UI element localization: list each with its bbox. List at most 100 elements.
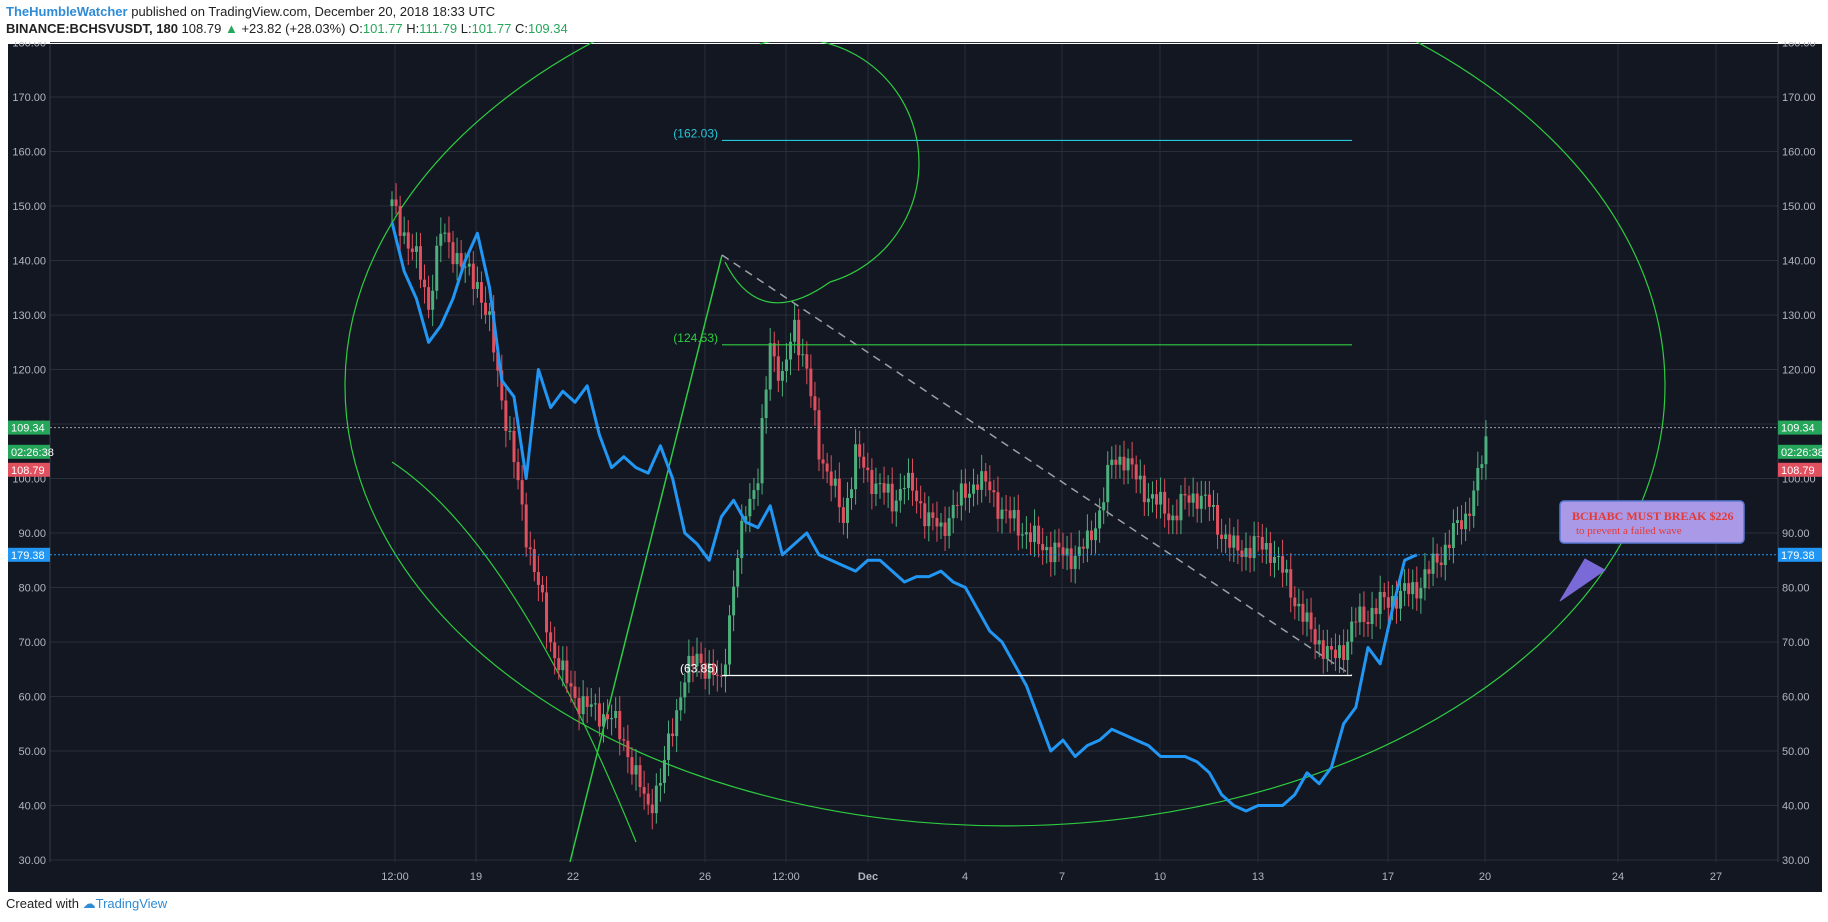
- candle-body: [1142, 475, 1146, 503]
- candle-body: [1130, 458, 1134, 465]
- candle-body: [601, 714, 605, 727]
- x-tick-label: Dec: [858, 871, 878, 883]
- candle-body: [447, 232, 451, 243]
- created-with-label: Created with: [6, 896, 79, 911]
- candle-body: [1252, 536, 1256, 559]
- candle-body: [1024, 532, 1028, 535]
- candle-body: [805, 354, 809, 369]
- candle-body: [723, 664, 727, 677]
- candle-body: [862, 456, 866, 468]
- candle-body: [1073, 555, 1077, 569]
- candle-body: [610, 718, 614, 720]
- y-tick-label-right: 180.00: [1782, 42, 1816, 50]
- x-tick-label: 13: [1252, 871, 1264, 883]
- candle-body: [695, 653, 699, 667]
- y-tick-label-right: 40.00: [1782, 801, 1810, 813]
- candle-body: [1333, 649, 1337, 659]
- candle-body: [1435, 553, 1439, 563]
- candle-body: [1272, 556, 1276, 563]
- annotation-line1: BCHABC MUST BREAK $226: [1572, 509, 1733, 523]
- candle-body: [646, 793, 650, 805]
- y-tick-label-left: 120.00: [12, 365, 46, 377]
- candle-body: [1374, 607, 1378, 615]
- candle-body: [431, 290, 435, 310]
- candle-body: [1146, 498, 1150, 503]
- candle-body: [1085, 530, 1089, 549]
- candle-body: [390, 199, 394, 206]
- symbol-label: BINANCE:BCHSVUSDT, 180: [6, 21, 178, 36]
- candle-body: [703, 663, 707, 679]
- price-badge-right-text: 02:26:38: [1781, 447, 1824, 459]
- candle-body: [776, 356, 780, 381]
- candle-body: [520, 480, 524, 505]
- y-tick-label-left: 80.00: [18, 583, 46, 595]
- candle-body: [1004, 509, 1008, 511]
- price-badge-left: [8, 420, 50, 435]
- close-label: C:: [514, 21, 528, 36]
- candle-body: [1069, 548, 1073, 569]
- candle-body: [1008, 510, 1012, 519]
- candle-body: [760, 417, 764, 484]
- fib-level-label: (63.85): [680, 662, 718, 676]
- candle-body: [992, 490, 996, 493]
- candle-body: [1268, 542, 1272, 563]
- overlay-line[interactable]: [390, 222, 1418, 813]
- price-badge-right: [1778, 420, 1822, 435]
- candle-body: [1159, 491, 1163, 505]
- time-axis[interactable]: [8, 862, 1822, 892]
- price-badge-left-text: 108.79: [11, 465, 45, 477]
- candle-body: [1407, 583, 1411, 595]
- price-badge-right-text: 179.38: [1781, 550, 1815, 562]
- candle-body: [1378, 591, 1382, 615]
- candle-body: [1447, 544, 1451, 549]
- candle-body: [1289, 569, 1293, 598]
- candle-body: [614, 711, 618, 719]
- candle-body: [467, 263, 471, 267]
- candle-body: [752, 490, 756, 499]
- candle-body: [715, 674, 719, 676]
- candle-body: [1114, 459, 1118, 465]
- candle-body: [1000, 509, 1004, 519]
- candle-body: [1134, 464, 1138, 480]
- price-badge-left: [8, 462, 50, 477]
- candle-body: [878, 483, 882, 485]
- candle-body: [1012, 509, 1016, 519]
- candle-body: [642, 787, 646, 794]
- price-chart[interactable]: 30.0040.0050.0060.0070.0080.0090.00100.0…: [0, 42, 1828, 922]
- candle-body: [931, 512, 935, 518]
- candle-body: [764, 389, 768, 418]
- candle-body: [756, 483, 760, 491]
- candle-body: [980, 471, 984, 490]
- candle-body: [492, 311, 496, 353]
- candle-body: [1077, 546, 1081, 556]
- candle-body: [1455, 520, 1459, 524]
- candle-body: [1041, 544, 1045, 551]
- x-tick-label: 4: [962, 871, 968, 883]
- y-tick-label-left: 40.00: [18, 801, 46, 813]
- open-value: 101.77: [362, 21, 403, 36]
- price-badge-right: [1778, 444, 1822, 459]
- candle-body: [1195, 493, 1199, 509]
- plot-area[interactable]: [50, 44, 1778, 862]
- tradingview-brand[interactable]: TradingView: [95, 896, 168, 911]
- candle-body: [748, 498, 752, 517]
- candle-body: [1102, 502, 1106, 511]
- candle-body: [858, 444, 862, 457]
- fib-arc-large: [344, 42, 1666, 827]
- candle-body: [1317, 640, 1321, 645]
- candle-body: [1199, 495, 1203, 509]
- candle-body: [732, 586, 736, 616]
- price-badge-left: [8, 547, 50, 562]
- candle-body: [1167, 513, 1171, 521]
- candle-body: [850, 489, 854, 499]
- candle-body: [1037, 525, 1041, 545]
- candle-body: [650, 804, 654, 814]
- candle-body: [471, 263, 475, 289]
- tradingview-logo-icon[interactable]: ☁: [82, 896, 96, 911]
- candle-body: [463, 266, 467, 268]
- author-link[interactable]: TheHumbleWatcher: [6, 4, 128, 19]
- annotation-box[interactable]: [1559, 500, 1745, 544]
- candle-body: [996, 492, 1000, 519]
- candle-body: [870, 470, 874, 495]
- candle-body: [1163, 491, 1167, 514]
